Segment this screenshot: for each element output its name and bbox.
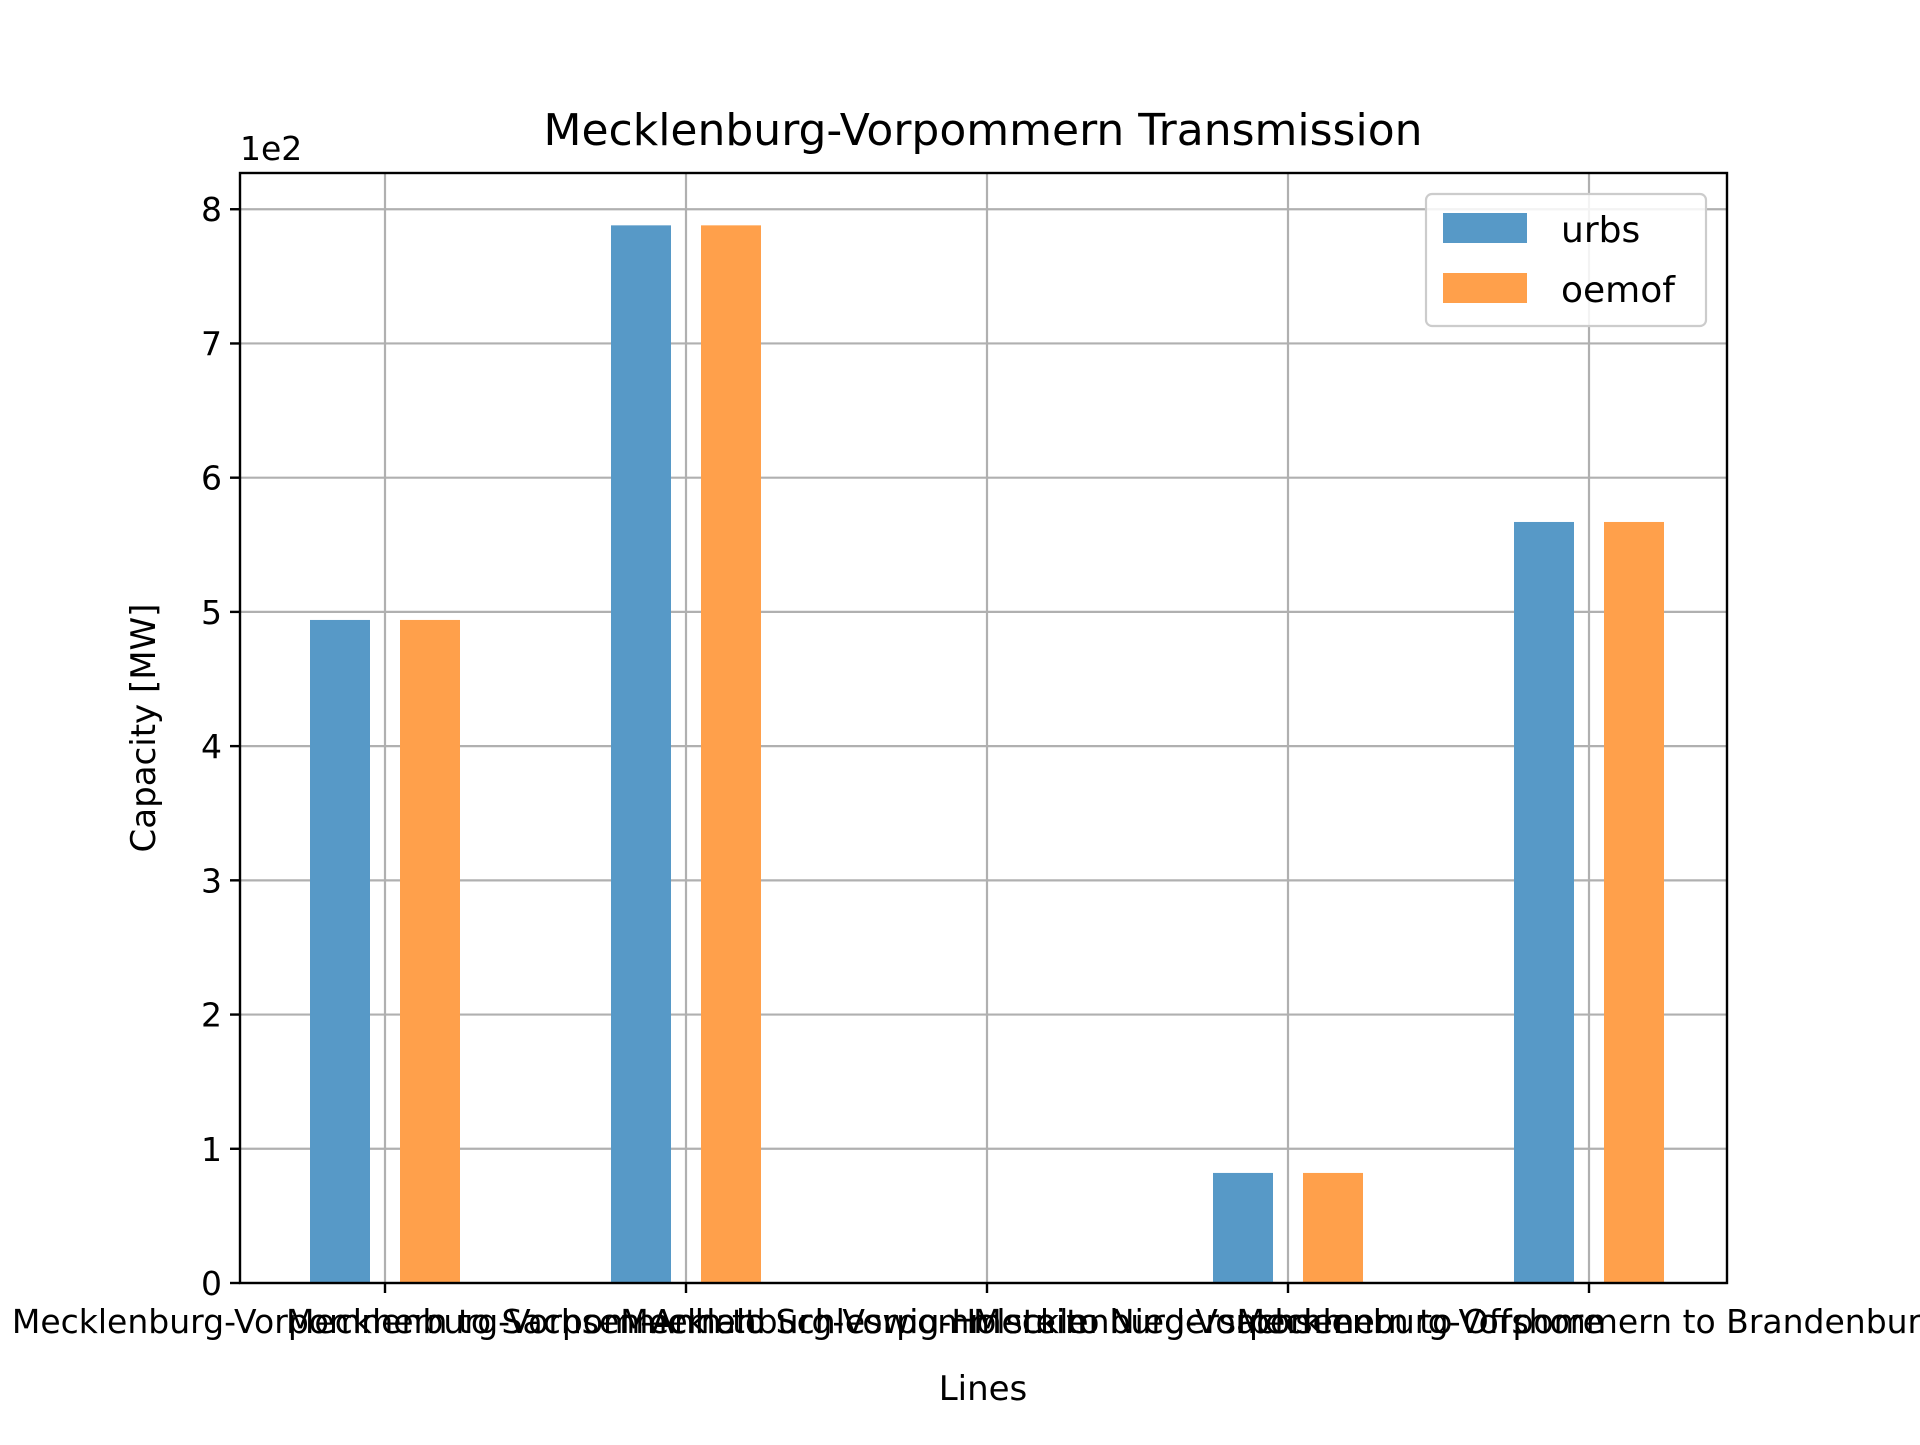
y-axis-label: Capacity [MW] [124, 604, 164, 853]
bar-oemof [1604, 521, 1664, 1283]
y-tick-label: 4 [201, 727, 222, 766]
y-tick-label: 3 [201, 861, 222, 900]
bar-oemof [1303, 1172, 1363, 1283]
axis-ticks: 0 1 2 3 4 5 6 7 8 Mecklenburg-Vorpommern to Sachs… [12, 190, 1920, 1341]
grid-lines [240, 173, 1727, 1285]
y-tick-label: 1 [201, 1130, 222, 1169]
y-tick-label: 7 [201, 324, 222, 363]
bar-urbs [310, 619, 370, 1283]
legend-label-urbs: urbs [1561, 210, 1640, 251]
bar-urbs [1213, 1172, 1273, 1283]
x-axis-label: Lines [939, 1369, 1028, 1409]
legend: urbs oemof [1424, 192, 1708, 328]
x-tick-label: Mecklenburg-Vorpommern to Sachsen-Anhalt [12, 1302, 758, 1341]
y-scale-label: 1e2 [240, 129, 302, 168]
y-tick-label: 8 [201, 190, 222, 229]
x-tick-label: Mecklenburg-Vorpommern to Offshore [973, 1302, 1603, 1341]
bar-oemof [400, 619, 460, 1283]
y-tick-label: 6 [201, 459, 222, 498]
bars [310, 225, 1664, 1283]
x-tick-label: Mecklenburg-Vorpommern to Schleswig-Hols… [286, 1302, 1086, 1341]
bar-oemof [701, 225, 761, 1283]
chart-title: Mecklenburg-Vorpommern Transmission [543, 105, 1422, 156]
x-tick-label: Mecklenburg-Vorpommern to Brandenburg [1236, 1302, 1920, 1341]
x-tick-label: Mecklenburg-Vorpommern to Niedersachsen [620, 1302, 1354, 1341]
plot-frame [238, 171, 1729, 1285]
bar-urbs [611, 225, 671, 1283]
y-tick-label: 0 [201, 1264, 222, 1303]
bar-urbs [1514, 521, 1574, 1283]
y-tick-label: 2 [201, 996, 222, 1035]
legend-swatch-urbs [1443, 213, 1527, 243]
y-tick-label: 5 [201, 593, 222, 632]
legend-swatch-oemof [1443, 273, 1527, 303]
legend-label-oemof: oemof [1561, 270, 1676, 311]
